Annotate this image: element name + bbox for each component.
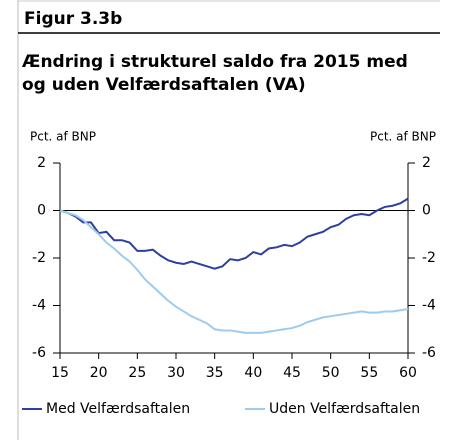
y2-tick-label: -2 <box>422 250 436 266</box>
x-tick-label: 60 <box>399 365 417 381</box>
x-tick-label: 50 <box>322 365 340 381</box>
y-tick-label: -2 <box>32 250 46 266</box>
x-tick-label: 20 <box>90 365 108 381</box>
y2-tick-label: 0 <box>422 203 431 219</box>
x-tick-label: 15 <box>51 365 69 381</box>
x-tick-label: 40 <box>244 365 262 381</box>
x-tick-label: 55 <box>360 365 378 381</box>
x-tick-label: 30 <box>167 365 185 381</box>
figure-label: Figur 3.3b <box>24 9 122 29</box>
y-tick-label: -6 <box>32 345 46 361</box>
y-tick-label: -4 <box>32 298 46 314</box>
y2-tick-label: 2 <box>422 155 431 171</box>
series-line <box>59 209 409 334</box>
y-tick-label: 0 <box>37 203 46 219</box>
y-axis-label: Pct. af BNP <box>30 130 96 144</box>
y2-axis-label: Pct. af BNP <box>370 130 436 144</box>
series-line <box>59 197 409 270</box>
x-tick-label: 35 <box>206 365 224 381</box>
x-tick-label: 25 <box>128 365 146 381</box>
legend-label: Med Velfærdsaftalen <box>46 401 190 417</box>
y-tick-label: 2 <box>37 155 46 171</box>
y2-tick-label: -6 <box>422 345 436 361</box>
legend-label: Uden Velfærdsaftalen <box>269 401 420 417</box>
chart-title: Ændring i strukturel saldo fra 2015 med o… <box>22 52 408 95</box>
y2-tick-label: -4 <box>422 298 436 314</box>
x-tick-label: 45 <box>283 365 301 381</box>
